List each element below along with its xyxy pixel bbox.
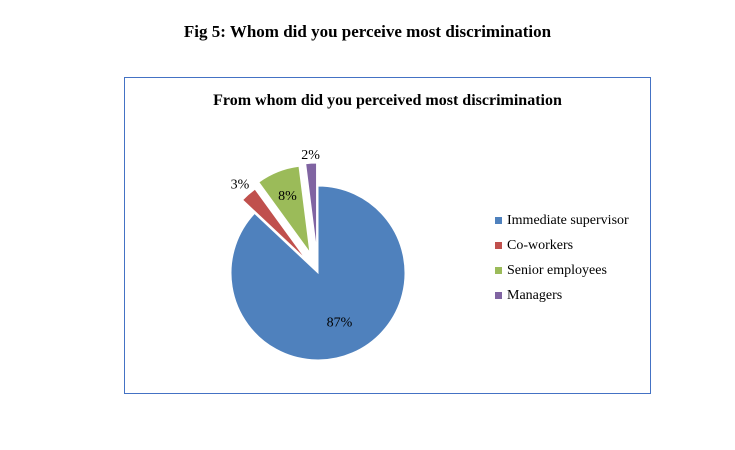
legend-item-immediate-supervisor: Immediate supervisor [495,208,629,233]
legend-swatch [495,242,502,249]
pie-chart: 87% 3% 8% 2% [230,148,406,361]
legend-label: Managers [507,287,563,303]
legend-swatch [495,267,502,274]
legend-swatch [495,292,502,299]
legend-label: Immediate supervisor [507,212,629,228]
pie-data-label: 2% [301,148,320,163]
legend-item-managers: Managers [495,283,629,308]
chart-legend: Immediate supervisor Co-workers Senior e… [495,208,629,308]
legend-item-co-workers: Co-workers [495,233,629,258]
pie-data-label: 3% [231,177,250,192]
legend-item-senior-employees: Senior employees [495,258,629,283]
pie-slice-immediate-supervisor [230,185,406,361]
pie-data-label: 87% [327,316,353,331]
chart-title: From whom did you perceived most discrim… [213,92,562,109]
pie-slice-co-workers [241,188,307,260]
legend-swatch [495,217,502,224]
legend-label: Co-workers [507,237,574,253]
chart-frame: From whom did you perceived most discrim… [124,77,651,394]
legend-label: Senior employees [507,262,607,278]
pie-slice-senior-employees [258,165,311,253]
pie-data-label: 8% [278,189,297,204]
figure-caption: Fig 5: Whom did you perceive most discri… [183,22,552,41]
pie-slice-managers [305,162,318,251]
